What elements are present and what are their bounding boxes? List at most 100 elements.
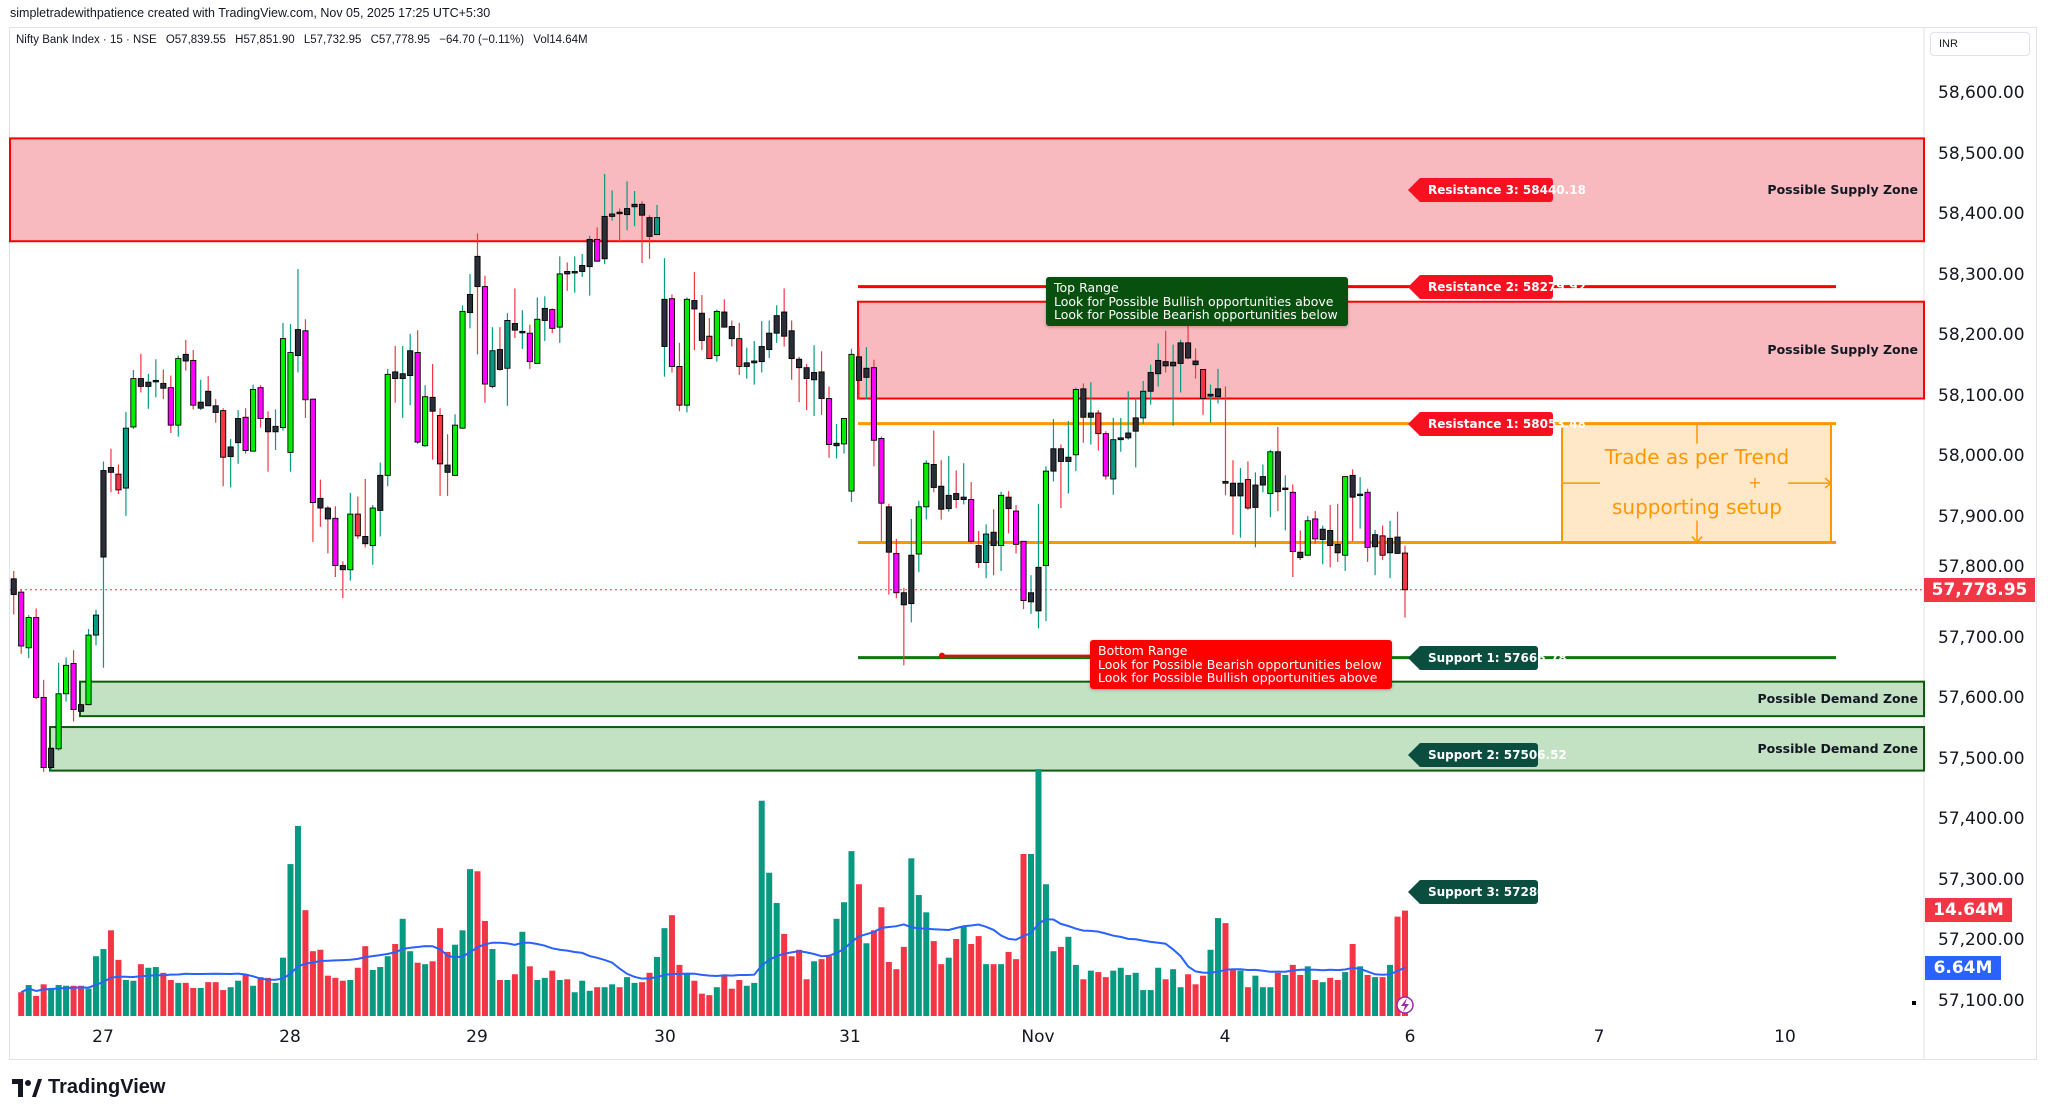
bottom-range-anchor[interactable]: [939, 652, 945, 659]
volume-bar: [1057, 946, 1064, 1016]
volume-bar: [1102, 977, 1109, 1016]
candle: [1327, 505, 1334, 568]
candle: [1274, 426, 1281, 512]
resistance-2-label[interactable]: Resistance 2: 58279.92: [1408, 274, 1586, 299]
candle-body: [773, 315, 780, 334]
support-1-label[interactable]: Support 1: 57666.78: [1408, 645, 1567, 670]
supply-zone-top-range[interactable]: [857, 300, 1925, 400]
candle-body: [272, 425, 279, 433]
candle: [1364, 488, 1371, 562]
candle: [601, 174, 608, 265]
volume-bar: [1013, 959, 1020, 1016]
candle: [1289, 484, 1296, 577]
price-tick: 57,700.00: [1938, 627, 2025, 648]
candle-body: [818, 371, 825, 399]
demand-zone-lower[interactable]: [49, 726, 1925, 772]
resistance-1-label[interactable]: Resistance 1: 58053.48: [1408, 411, 1586, 436]
volume-bar: [429, 961, 436, 1016]
candle-body: [175, 358, 182, 426]
volume-bar: [122, 980, 129, 1016]
currency-button[interactable]: INR: [1930, 32, 2030, 56]
candle-body: [616, 211, 623, 215]
candle: [1185, 320, 1192, 360]
candle-body: [983, 533, 990, 563]
volume-bar: [1229, 969, 1236, 1016]
candle-body: [586, 238, 593, 268]
demand-zone-upper[interactable]: [79, 680, 1925, 718]
candle-body: [1117, 437, 1124, 441]
candle-body: [1372, 534, 1379, 548]
volume-bar: [257, 977, 264, 1016]
candle: [945, 456, 952, 512]
candle: [855, 347, 863, 400]
volume-bar: [474, 871, 481, 1016]
candle-body: [279, 338, 287, 429]
price-tick: 57,400.00: [1938, 809, 2025, 829]
support-3-label[interactable]: Support 3: 57280.08: [1408, 879, 1567, 904]
volume-bar: [220, 990, 227, 1016]
candle-body: [698, 312, 705, 341]
candle-body: [25, 617, 32, 649]
candle-body: [48, 747, 55, 769]
candle-body: [1185, 342, 1192, 359]
bottom-range-note[interactable]: Bottom Range Look for Possible Bearish o…: [1090, 640, 1392, 689]
symbol-legend[interactable]: Nifty Bank Index · 15 · NSE O57,839.55 H…: [16, 34, 594, 46]
candle-body: [1342, 476, 1349, 556]
price-tick: 57,900.00: [1938, 506, 2025, 527]
candle-body: [1237, 482, 1244, 497]
candle: [347, 492, 354, 581]
candle-body: [1027, 592, 1035, 603]
candle: [40, 679, 47, 772]
volume-bar: [332, 977, 339, 1016]
volume-bar: [848, 851, 855, 1016]
chart-frame: [9, 27, 2037, 1060]
volume-bar: [377, 967, 384, 1016]
candle-body: [422, 396, 429, 447]
candle-body: [661, 298, 668, 347]
candle: [496, 327, 503, 371]
legend-symbol[interactable]: Nifty Bank Index · 15 · NSE: [16, 34, 157, 46]
candle-body: [631, 203, 638, 208]
candle-body: [1274, 451, 1281, 493]
volume-ma-line: [20, 918, 1406, 994]
volume-bar: [841, 902, 847, 1016]
candle: [489, 327, 496, 389]
candle: [279, 322, 287, 431]
supply-zone-upper[interactable]: [9, 137, 1925, 243]
volume-bar: [1394, 916, 1401, 1016]
candle: [85, 629, 92, 706]
volume-bar: [137, 964, 144, 1016]
candle: [1394, 511, 1401, 555]
lightning-icon[interactable]: [1396, 996, 1414, 1014]
candle-body: [1065, 456, 1072, 462]
candle: [1065, 420, 1072, 494]
candle: [594, 227, 601, 262]
candle: [414, 330, 421, 444]
top-range-note[interactable]: Top Range Look for Possible Bullish oppo…: [1046, 277, 1348, 326]
candle-body: [668, 298, 676, 367]
candle-body: [130, 378, 137, 428]
volume-bar: [534, 980, 541, 1016]
candle-body: [1267, 451, 1274, 494]
price-tick: 58,600.00: [1938, 83, 2025, 103]
volume-bar: [1087, 970, 1094, 1016]
volume-bar: [998, 964, 1005, 1016]
time-tick: 10: [1774, 1027, 1796, 1047]
candle: [220, 408, 227, 487]
candle: [848, 348, 855, 502]
candle-body: [242, 416, 249, 452]
candle: [878, 436, 885, 542]
candle: [1349, 469, 1356, 542]
tradingview-logo[interactable]: TradingView: [12, 1076, 165, 1099]
candle-body: [77, 704, 85, 712]
volume-bar: [414, 962, 421, 1016]
bottom-range-line: Look for Possible Bearish opportunities …: [1098, 656, 1382, 672]
candle: [1125, 391, 1132, 440]
support-2-label[interactable]: Support 2: 57506.52: [1408, 742, 1567, 767]
candle-body: [339, 565, 346, 571]
volume-bar: [826, 956, 833, 1016]
resistance-3-label[interactable]: Resistance 3: 58440.18: [1408, 177, 1586, 202]
candle-body: [1155, 359, 1162, 375]
candle-body: [18, 591, 25, 647]
